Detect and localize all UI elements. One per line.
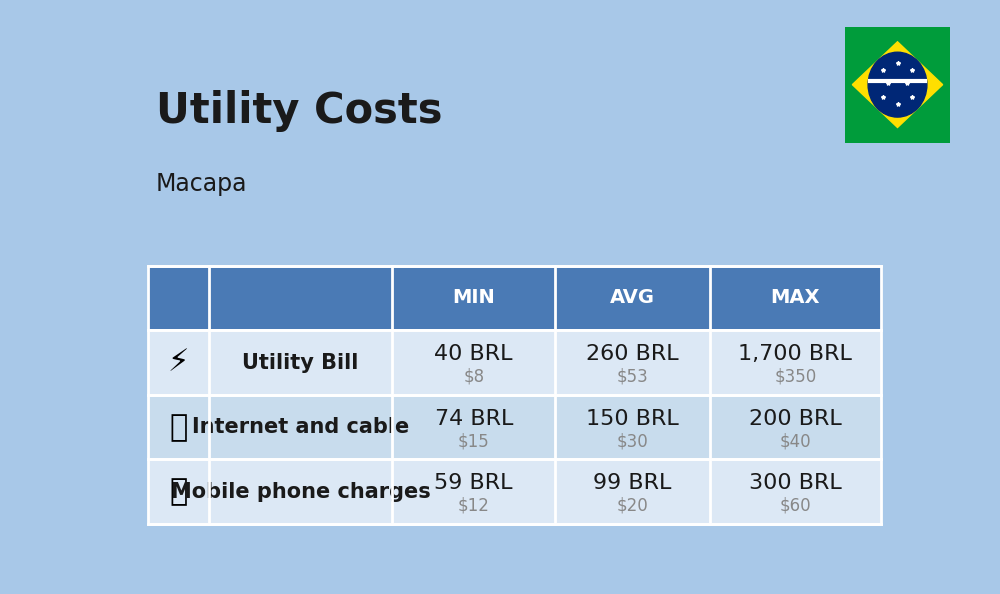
Text: $40: $40	[780, 432, 811, 450]
Text: $12: $12	[458, 497, 490, 515]
Text: MIN: MIN	[452, 289, 495, 308]
Text: $53: $53	[617, 368, 648, 386]
FancyBboxPatch shape	[148, 460, 881, 524]
Text: Mobile phone charges: Mobile phone charges	[171, 482, 430, 502]
Text: 200 BRL: 200 BRL	[749, 409, 842, 429]
Text: AVG: AVG	[610, 289, 655, 308]
Text: $350: $350	[774, 368, 816, 386]
Text: 📱: 📱	[169, 478, 188, 506]
Text: ⚡: ⚡	[168, 348, 189, 377]
Text: 99 BRL: 99 BRL	[593, 473, 672, 494]
FancyBboxPatch shape	[148, 395, 881, 460]
Text: 150 BRL: 150 BRL	[586, 409, 679, 429]
FancyBboxPatch shape	[843, 24, 952, 145]
Text: 74 BRL: 74 BRL	[435, 409, 513, 429]
Text: 📶: 📶	[169, 413, 188, 442]
FancyBboxPatch shape	[148, 266, 881, 330]
Text: 300 BRL: 300 BRL	[749, 473, 842, 494]
Text: Macapa: Macapa	[156, 172, 248, 196]
Text: MAX: MAX	[771, 289, 820, 308]
Polygon shape	[852, 42, 943, 128]
Text: $15: $15	[458, 432, 490, 450]
Text: $20: $20	[617, 497, 648, 515]
Text: $60: $60	[780, 497, 811, 515]
Text: $30: $30	[617, 432, 648, 450]
Circle shape	[868, 52, 927, 117]
Text: Utility Costs: Utility Costs	[156, 90, 442, 132]
Text: 59 BRL: 59 BRL	[434, 473, 513, 494]
Text: $8: $8	[463, 368, 484, 386]
FancyBboxPatch shape	[148, 330, 881, 395]
Text: Utility Bill: Utility Bill	[242, 353, 359, 372]
Text: Internet and cable: Internet and cable	[192, 417, 409, 437]
Text: 1,700 BRL: 1,700 BRL	[738, 344, 852, 364]
Text: 260 BRL: 260 BRL	[586, 344, 679, 364]
Text: 40 BRL: 40 BRL	[434, 344, 513, 364]
